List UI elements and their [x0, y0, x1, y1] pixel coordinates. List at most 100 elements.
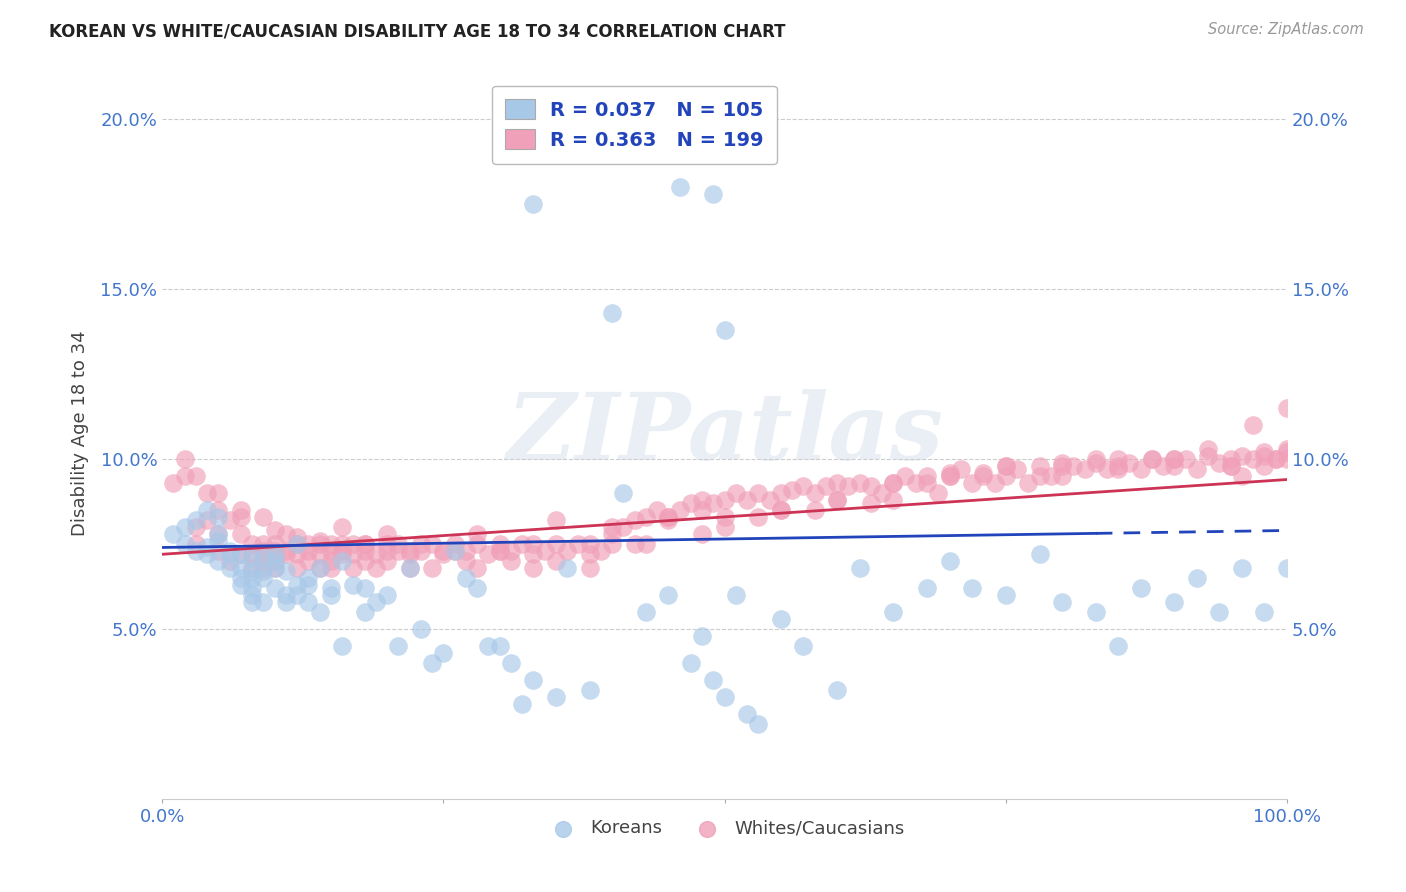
- Point: [375, 554, 398, 568]
- Point: [859, 479, 882, 493]
- Point: [960, 581, 983, 595]
- Point: [972, 466, 994, 480]
- Point: [938, 469, 960, 483]
- Point: [600, 306, 623, 320]
- Point: [364, 595, 387, 609]
- Point: [499, 554, 522, 568]
- Point: [1050, 595, 1073, 609]
- Point: [1275, 445, 1298, 459]
- Point: [1140, 452, 1163, 467]
- Point: [1140, 452, 1163, 467]
- Point: [769, 612, 792, 626]
- Point: [1219, 452, 1241, 467]
- Legend: Koreans, Whites/Caucasians: Koreans, Whites/Caucasians: [537, 812, 911, 845]
- Point: [747, 509, 769, 524]
- Point: [274, 595, 297, 609]
- Point: [1230, 469, 1253, 483]
- Point: [1185, 571, 1208, 585]
- Point: [713, 690, 735, 704]
- Point: [263, 547, 285, 561]
- Point: [207, 503, 229, 517]
- Point: [1028, 458, 1050, 473]
- Point: [690, 503, 713, 517]
- Point: [364, 547, 387, 561]
- Point: [229, 527, 252, 541]
- Point: [679, 496, 702, 510]
- Point: [882, 605, 904, 619]
- Point: [263, 554, 285, 568]
- Point: [218, 554, 240, 568]
- Point: [420, 537, 443, 551]
- Point: [657, 509, 679, 524]
- Point: [882, 475, 904, 490]
- Point: [994, 469, 1017, 483]
- Point: [994, 458, 1017, 473]
- Point: [915, 475, 938, 490]
- Point: [938, 466, 960, 480]
- Point: [207, 527, 229, 541]
- Point: [263, 581, 285, 595]
- Point: [522, 673, 544, 687]
- Point: [297, 595, 319, 609]
- Point: [420, 656, 443, 670]
- Point: [1264, 452, 1286, 467]
- Point: [353, 537, 375, 551]
- Point: [274, 527, 297, 541]
- Point: [252, 571, 274, 585]
- Point: [803, 503, 825, 517]
- Point: [173, 537, 195, 551]
- Point: [308, 561, 330, 575]
- Point: [544, 537, 567, 551]
- Point: [1219, 458, 1241, 473]
- Point: [657, 513, 679, 527]
- Y-axis label: Disability Age 18 to 34: Disability Age 18 to 34: [72, 331, 89, 536]
- Point: [252, 564, 274, 578]
- Point: [792, 479, 814, 493]
- Point: [1230, 449, 1253, 463]
- Point: [240, 550, 263, 565]
- Point: [1163, 452, 1185, 467]
- Point: [747, 486, 769, 500]
- Point: [488, 537, 510, 551]
- Point: [432, 547, 454, 561]
- Point: [724, 588, 747, 602]
- Point: [330, 547, 353, 561]
- Point: [229, 509, 252, 524]
- Point: [252, 509, 274, 524]
- Point: [184, 513, 207, 527]
- Point: [578, 683, 600, 698]
- Point: [353, 544, 375, 558]
- Point: [1073, 462, 1095, 476]
- Point: [499, 544, 522, 558]
- Point: [668, 503, 690, 517]
- Point: [544, 554, 567, 568]
- Point: [938, 554, 960, 568]
- Point: [859, 496, 882, 510]
- Point: [1275, 452, 1298, 467]
- Point: [240, 581, 263, 595]
- Point: [330, 520, 353, 534]
- Point: [443, 544, 465, 558]
- Point: [229, 547, 252, 561]
- Point: [882, 492, 904, 507]
- Point: [544, 513, 567, 527]
- Point: [837, 479, 859, 493]
- Point: [1084, 605, 1107, 619]
- Point: [1241, 418, 1264, 433]
- Point: [1163, 458, 1185, 473]
- Point: [285, 530, 308, 544]
- Point: [353, 605, 375, 619]
- Point: [229, 578, 252, 592]
- Point: [184, 469, 207, 483]
- Point: [769, 503, 792, 517]
- Point: [735, 706, 758, 721]
- Point: [1005, 462, 1028, 476]
- Point: [398, 561, 420, 575]
- Point: [1230, 561, 1253, 575]
- Point: [297, 571, 319, 585]
- Point: [398, 547, 420, 561]
- Point: [623, 537, 645, 551]
- Point: [195, 513, 218, 527]
- Point: [387, 544, 409, 558]
- Point: [994, 588, 1017, 602]
